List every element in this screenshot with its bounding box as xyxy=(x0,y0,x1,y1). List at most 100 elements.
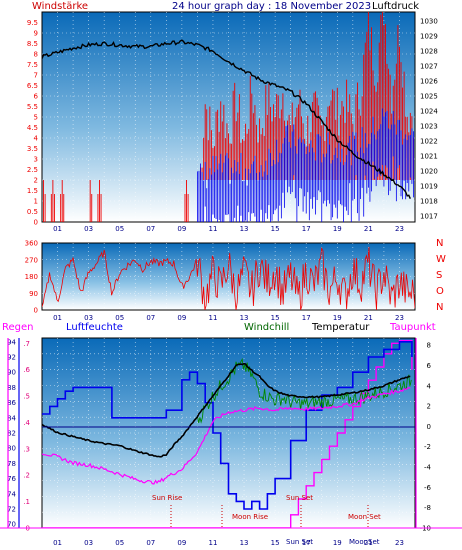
wind-tick-label: 0.5 xyxy=(27,208,38,216)
temperature-tick-label: 2 xyxy=(427,403,431,411)
pressure-tick-label: 1018 xyxy=(420,198,438,206)
hour-tick-label: 21 xyxy=(364,314,373,322)
hour-tick-label: 07 xyxy=(146,314,155,322)
wind-tick-label: 8 xyxy=(34,51,38,59)
hour-tick-label: 05 xyxy=(115,225,124,233)
temperature-tick-label: -2 xyxy=(424,443,431,451)
wind-tick-label: 6 xyxy=(34,93,39,101)
humidity-axis: 94 92 90 88 86 84 82 80 78 76 74 72 70 xyxy=(7,338,16,528)
hour-tick-label: 13 xyxy=(240,539,249,547)
pressure-tick-label: 1029 xyxy=(420,33,438,41)
hour-tick-label: 15 xyxy=(271,314,280,322)
rain-tick-label: .3 xyxy=(23,445,30,453)
moon-set-label: Moon Set xyxy=(348,513,381,521)
pressure-tick-label: 1026 xyxy=(420,78,438,86)
humidity-tick-label: 78 xyxy=(7,460,16,468)
header-center: 24 hour graph day : 18 November 2023 xyxy=(172,1,371,12)
rain-tick-label: .4 xyxy=(23,419,30,427)
hour-tick-label: 17 xyxy=(302,225,311,233)
dewpoint-line xyxy=(42,387,411,485)
hour-tick-label: 23 xyxy=(395,539,404,547)
hour-tick-label: 11 xyxy=(208,314,217,322)
humidity-tick-label: 90 xyxy=(7,369,16,377)
humidity-tick-label: 92 xyxy=(7,354,16,362)
rain-tick-label: .1 xyxy=(23,498,30,506)
hour-tick-label: 05 xyxy=(115,539,124,547)
legend-regen: Regen xyxy=(2,322,34,333)
hour-axis: 01 01 01 03 03 03 05 05 05 07 07 07 09 09 09 11 11 11 13 13… xyxy=(53,225,404,547)
hour-tick-label: 01 xyxy=(53,314,62,322)
wind-tick-label: 1 xyxy=(34,198,38,206)
wind-tick-label: 6.5 xyxy=(27,82,38,90)
pressure-tick-label: 1030 xyxy=(420,18,438,26)
rain-tick-label: .7 xyxy=(23,340,30,348)
hour-tick-label: 17 xyxy=(302,314,311,322)
wind-tick-label: 8.5 xyxy=(27,40,38,48)
humidity-tick-label: 80 xyxy=(7,445,16,453)
compass-letter: N xyxy=(436,238,443,249)
hour-tick-label: 23 xyxy=(395,314,404,322)
legend-taupunkt: Taupunkt xyxy=(389,322,436,333)
rain-axis: .7.6.5.4.3.2.10 xyxy=(23,340,30,533)
rain-tick-label: .2 xyxy=(23,472,30,480)
wind-tick-label: 0 xyxy=(34,219,38,227)
hour-tick-label: 01 xyxy=(53,225,62,233)
wind-tick-label: 2.5 xyxy=(27,166,38,174)
temperature-tick-label: -6 xyxy=(424,484,432,492)
wind-tick-label: 9 xyxy=(34,30,38,38)
wind-tick-label: 7.5 xyxy=(27,61,38,69)
header-left: Windstärke xyxy=(32,1,88,12)
top-left-axis: 9.5 9 8.5 8 7.5 7 6.5 6 5.5 5 4.5 4 3.5 3 2.5 2 1.5 1 0.5 0 xyxy=(27,19,39,227)
pressure-tick-label: 1028 xyxy=(420,48,438,56)
hour-tick-label: 03 xyxy=(84,314,93,322)
wind-tick-label: 1.5 xyxy=(27,187,38,195)
compass-letter: N xyxy=(436,302,443,313)
hour-tick-label: 05 xyxy=(115,314,124,322)
pressure-tick-label: 1017 xyxy=(420,213,438,221)
hour-tick-label: 03 xyxy=(84,539,93,547)
hour-tick-label: 11 xyxy=(208,539,217,547)
hour-tick-label: 09 xyxy=(177,225,186,233)
direction-tick-label: 270 xyxy=(25,256,38,264)
mid-plot-area xyxy=(41,242,416,311)
humidity-tick-label: 74 xyxy=(7,490,16,498)
wind-tick-label: 7 xyxy=(34,72,38,80)
humidity-tick-label: 86 xyxy=(7,399,16,407)
humidity-tick-label: 84 xyxy=(7,414,16,422)
compass-letter: S xyxy=(436,270,442,281)
moon-set-bottom-label: MoonSet xyxy=(349,538,380,546)
pressure-tick-label: 1025 xyxy=(420,93,438,101)
compass-letter: W xyxy=(436,254,446,265)
pressure-tick-label: 1019 xyxy=(420,183,438,191)
wind-direction-line xyxy=(42,246,415,310)
hour-tick-label: 07 xyxy=(146,539,155,547)
temperature-tick-label: 0 xyxy=(427,423,431,431)
mid-left-axis: 360 270 180 90 0 xyxy=(25,240,38,315)
top-series xyxy=(42,12,414,222)
wind-tick-label: 3 xyxy=(34,156,38,164)
pressure-tick-label: 1027 xyxy=(420,63,438,71)
rain-tick-label: .5 xyxy=(23,393,30,401)
direction-tick-label: 90 xyxy=(29,290,38,298)
compass-letter: O xyxy=(436,286,444,297)
pressure-tick-label: 1022 xyxy=(420,138,438,146)
legend-temperatur: Temperatur xyxy=(311,322,370,333)
wind-tick-label: 4 xyxy=(34,135,39,143)
direction-tick-label: 180 xyxy=(25,273,38,281)
hour-tick-label: 15 xyxy=(271,225,280,233)
hour-tick-label: 21 xyxy=(364,539,373,547)
sun-set-label: Sun Set xyxy=(286,494,313,502)
pressure-tick-label: 1023 xyxy=(420,123,438,131)
hour-tick-label: 09 xyxy=(177,539,186,547)
pressure-line xyxy=(42,39,411,199)
temperature-tick-label: -4 xyxy=(424,464,432,472)
hour-tick-label: 23 xyxy=(395,225,404,233)
temperature-line xyxy=(42,362,411,458)
wind-tick-label: 9.5 xyxy=(27,19,38,27)
header-right: Luftdruck xyxy=(372,1,419,12)
hour-tick-label: 17 xyxy=(302,539,311,547)
hour-tick-label: 13 xyxy=(240,314,249,322)
sun-set-bottom-label: Sun Set xyxy=(286,538,313,546)
